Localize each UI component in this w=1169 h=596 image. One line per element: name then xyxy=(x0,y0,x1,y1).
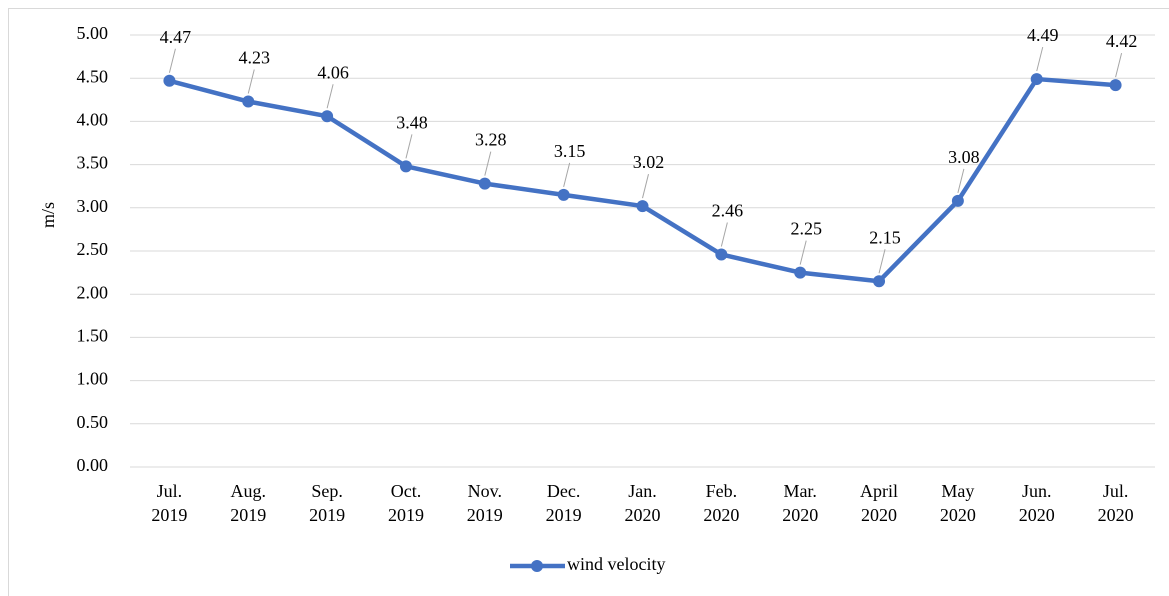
series-marker xyxy=(951,194,964,207)
x-tick-label: Dec. 2019 xyxy=(546,481,582,525)
label-leader xyxy=(484,151,492,176)
value-label: 4.23 xyxy=(239,48,271,68)
y-tick-label: 3.00 xyxy=(77,196,109,216)
series-marker xyxy=(1109,79,1122,92)
y-tick-label: 4.00 xyxy=(77,110,109,130)
x-tick-label: May 2020 xyxy=(940,481,976,525)
label-leader xyxy=(799,240,807,265)
label-leader xyxy=(878,249,886,274)
series-marker xyxy=(478,177,491,190)
series-marker xyxy=(557,188,570,201)
label-leader xyxy=(1115,52,1123,78)
legend-label: wind velocity xyxy=(567,554,665,574)
x-tick-label: Feb. 2020 xyxy=(703,481,739,525)
x-tick-label: April 2020 xyxy=(860,481,898,525)
label-leader xyxy=(957,168,965,194)
value-label: 3.15 xyxy=(554,141,586,161)
value-label: 3.28 xyxy=(475,130,507,150)
y-tick-label: 1.50 xyxy=(77,326,109,346)
series-marker xyxy=(636,200,649,213)
x-tick-label: Jan. 2020 xyxy=(625,481,661,525)
x-tick-label: Sep. 2019 xyxy=(309,481,345,525)
series-marker xyxy=(873,275,886,288)
x-tick-label: Oct. 2019 xyxy=(388,481,424,525)
x-tick-label: Jun. 2020 xyxy=(1019,481,1055,525)
legend-marker xyxy=(531,560,543,572)
value-label: 3.48 xyxy=(396,112,428,132)
series-marker xyxy=(399,160,412,173)
value-label: 2.25 xyxy=(790,219,822,239)
label-leader xyxy=(168,48,176,73)
series-marker xyxy=(163,74,176,87)
x-tick-label: Jul. 2019 xyxy=(151,481,187,525)
y-tick-label: 0.50 xyxy=(77,412,109,432)
series-marker xyxy=(1030,73,1043,86)
chart-frame xyxy=(8,8,1169,596)
value-label: 4.42 xyxy=(1106,31,1138,51)
x-tick-label: Nov. 2019 xyxy=(467,481,503,525)
value-label: 4.06 xyxy=(317,62,349,82)
x-tick-label: Aug. 2019 xyxy=(230,481,266,525)
y-tick-label: 4.50 xyxy=(77,66,109,86)
y-tick-label: 2.50 xyxy=(77,239,109,259)
label-leader xyxy=(563,162,571,187)
value-label: 3.02 xyxy=(633,152,665,172)
y-tick-label: 1.00 xyxy=(77,369,109,389)
value-label: 4.47 xyxy=(160,27,192,47)
y-tick-label: 2.00 xyxy=(77,282,109,302)
value-label: 2.46 xyxy=(712,201,744,221)
x-tick-label: Mar. 2020 xyxy=(782,481,818,525)
label-leader xyxy=(247,69,255,94)
value-label: 4.49 xyxy=(1027,25,1059,45)
x-tick-label: Jul. 2020 xyxy=(1098,481,1134,525)
series-marker xyxy=(715,248,728,261)
label-leader xyxy=(326,84,334,109)
label-leader xyxy=(642,173,649,199)
label-leader xyxy=(1036,46,1044,72)
y-axis-title: m/s xyxy=(38,202,58,228)
y-tick-label: 3.50 xyxy=(77,153,109,173)
series-marker xyxy=(321,110,334,123)
label-leader xyxy=(405,134,413,159)
value-label: 3.08 xyxy=(948,147,980,167)
y-tick-label: 5.00 xyxy=(77,23,109,43)
series-marker xyxy=(242,95,255,108)
label-leader xyxy=(720,222,728,247)
value-label: 2.15 xyxy=(869,227,901,247)
series-marker xyxy=(794,266,807,279)
y-tick-label: 0.00 xyxy=(77,455,109,475)
